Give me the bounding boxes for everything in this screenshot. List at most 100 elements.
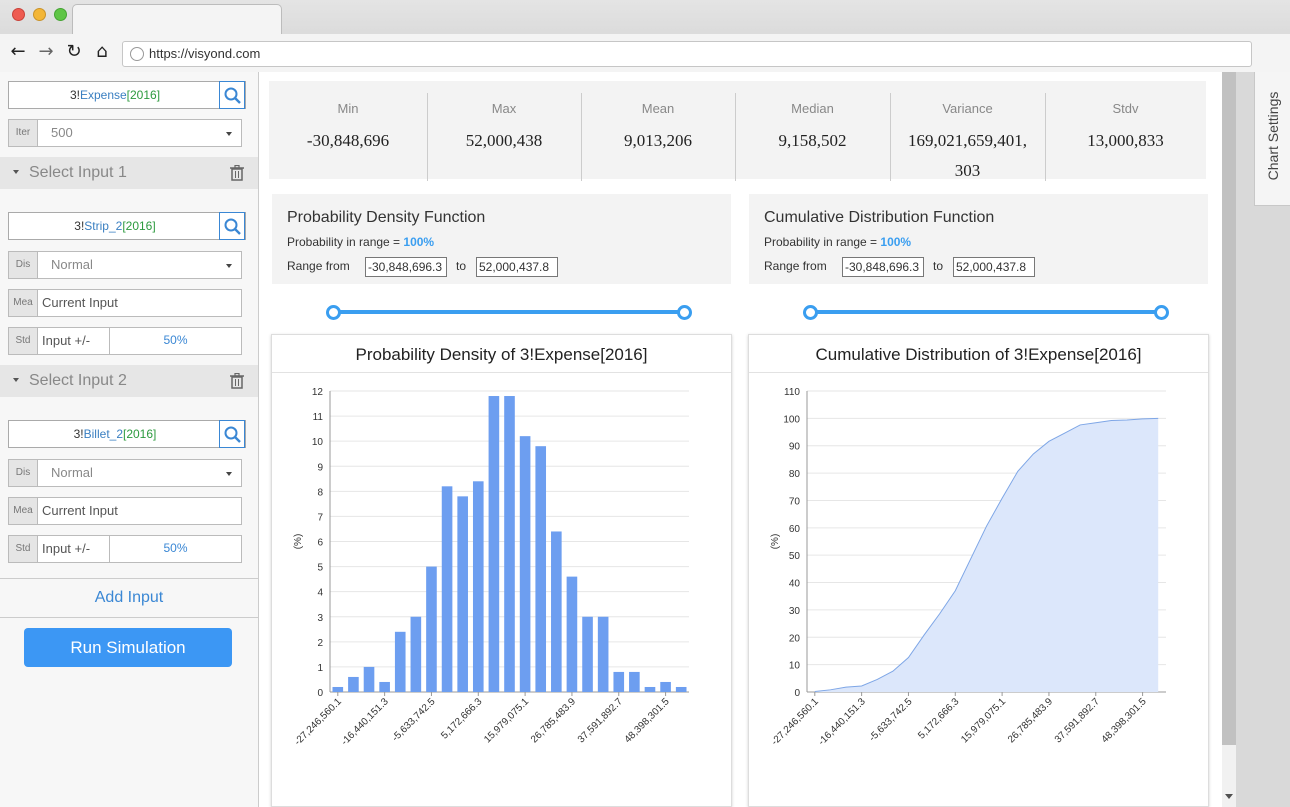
input-1-search-button[interactable]	[219, 212, 245, 240]
search-icon	[224, 218, 241, 235]
y-tick-label: 2	[317, 638, 323, 649]
input-2-distribution-select[interactable]: Dis Normal	[8, 459, 242, 487]
output-search-button[interactable]	[219, 81, 245, 109]
bar	[457, 496, 468, 692]
iterations-select[interactable]: Iter 500	[8, 119, 242, 147]
pdf-range-from-input[interactable]: -30,848,696.3	[365, 257, 447, 277]
simulation-sidebar: 3!Expense[2016] Iter 500 Select Input 1 …	[0, 72, 259, 807]
pdf-chart: 0123456789101112(%)-27,246,560.1-16,440,…	[293, 387, 689, 748]
range-from-label: Range from	[764, 259, 827, 273]
input-1-cell-value: 3!Strip_2[2016]	[9, 213, 221, 239]
minimize-window-button[interactable]	[33, 8, 46, 21]
browser-tab[interactable]	[72, 4, 282, 34]
input-1-cell-field[interactable]: 3!Strip_2[2016]	[8, 212, 246, 240]
input-2-cell-field[interactable]: 3!Billet_2[2016]	[8, 420, 246, 448]
x-tick-label: -27,246,560.1	[770, 696, 822, 748]
bar	[551, 531, 562, 692]
stat-value: 169,021,659,401, 303	[890, 126, 1045, 186]
cdf-chart: 0 10 20 30 40 50 60 70 80 90 100 110 (%) -27,246,560.…	[770, 387, 1166, 748]
bar	[363, 666, 375, 692]
globe-icon	[130, 47, 144, 61]
prob-label: Probability in range =	[287, 235, 404, 249]
output-cell-field[interactable]: 3!Expense[2016]	[8, 81, 246, 109]
pdf-prob-in-range: Probability in range = 100%	[287, 235, 434, 249]
input-1-distribution-select[interactable]: Dis Normal	[8, 251, 242, 279]
search-icon	[224, 426, 241, 443]
std-percent-input[interactable]: 50%	[109, 536, 241, 562]
x-tick-label: 5,172,666.3	[916, 696, 961, 741]
prob-label: Probability in range =	[764, 235, 881, 249]
iter-value: 500	[51, 125, 73, 140]
chevron-down-icon	[226, 472, 232, 476]
cdf-range-slider-track[interactable]	[810, 310, 1162, 314]
y-tick-label: 50	[789, 551, 801, 562]
pdf-range-slider-min-handle[interactable]	[326, 305, 341, 320]
cdf-chart-title: Cumulative Distribution of 3!Expense[201…	[749, 335, 1208, 373]
y-tick-label: 30	[789, 606, 801, 617]
vertical-scrollbar[interactable]	[1222, 72, 1236, 807]
forward-arrow-icon[interactable]: →	[38, 41, 54, 62]
y-tick-label: 0	[794, 688, 800, 699]
home-icon[interactable]: ⌂	[96, 41, 108, 62]
collapse-triangle-icon	[13, 170, 19, 174]
input-1-std-field[interactable]: Std Input +/- 50%	[8, 327, 242, 355]
input-2-std-field[interactable]: Std Input +/- 50%	[8, 535, 242, 563]
browser-toolbar: ← → ↻ ⌂ https://visyond.com	[0, 34, 1290, 72]
reload-icon[interactable]: ↻	[66, 41, 82, 62]
add-input-button[interactable]: Add Input	[0, 578, 258, 618]
trash-icon[interactable]	[230, 373, 244, 389]
pdf-chart-title: Probability Density of 3!Expense[2016]	[272, 335, 731, 373]
scrollbar-thumb[interactable]	[1222, 72, 1236, 745]
close-window-button[interactable]	[12, 8, 25, 21]
variance-line-1: 169,021,659,401,	[908, 131, 1027, 150]
pdf-range-slider-track[interactable]	[333, 310, 685, 314]
bar	[535, 446, 547, 692]
stat-min: Min -30,848,696	[269, 81, 427, 179]
bar	[629, 671, 640, 692]
input-2-title: Select Input 2	[29, 372, 127, 389]
y-tick-label: 40	[789, 579, 801, 590]
input-2-header[interactable]: Select Input 2	[0, 365, 258, 397]
y-tick-label: 100	[783, 414, 800, 425]
y-tick-label: 3	[317, 613, 323, 624]
divider	[890, 93, 891, 181]
back-arrow-icon[interactable]: ←	[10, 41, 26, 62]
bar	[519, 436, 531, 692]
pdf-range-slider-max-handle[interactable]	[677, 305, 692, 320]
bar	[348, 676, 359, 692]
chart-settings-tab[interactable]: Chart Settings	[1254, 72, 1290, 206]
bar	[379, 681, 390, 692]
std-percent-input[interactable]: 50%	[109, 328, 241, 354]
stat-stdv: Stdv 13,000,833	[1045, 81, 1206, 179]
cdf-range-slider-max-handle[interactable]	[1154, 305, 1169, 320]
stat-variance: Variance 169,021,659,401, 303	[890, 81, 1045, 180]
run-simulation-button[interactable]: Run Simulation	[24, 628, 232, 667]
cdf-range-from-input[interactable]: -30,848,696.3	[842, 257, 924, 277]
pdf-range-to-input[interactable]: 52,000,437.8	[476, 257, 558, 277]
address-bar[interactable]: https://visyond.com	[122, 41, 1252, 67]
dist-value: Normal	[51, 465, 93, 480]
y-tick-label: 4	[317, 588, 323, 599]
input-2-cell-value: 3!Billet_2[2016]	[9, 421, 221, 447]
bar	[644, 686, 656, 692]
output-sheet-prefix: 3!	[69, 88, 80, 102]
cdf-range-slider-min-handle[interactable]	[803, 305, 818, 320]
input-2-mean-field[interactable]: Mea Current Input	[8, 497, 242, 525]
stat-label: Min	[337, 101, 359, 116]
divider	[581, 93, 582, 181]
input-1-mean-field[interactable]: Mea Current Input	[8, 289, 242, 317]
stat-max: Max 52,000,438	[427, 81, 581, 179]
chevron-down-icon	[226, 132, 232, 136]
trash-icon[interactable]	[230, 165, 244, 181]
y-tick-label: 110	[784, 387, 800, 398]
std-label: Input +/-	[42, 541, 91, 556]
maximize-window-button[interactable]	[54, 8, 67, 21]
input-2-search-button[interactable]	[219, 420, 245, 448]
input-1-year: [2016]	[122, 219, 156, 233]
output-year: [2016]	[126, 88, 161, 102]
cdf-range-to-input[interactable]: 52,000,437.8	[953, 257, 1035, 277]
input-1-header[interactable]: Select Input 1	[0, 157, 258, 189]
x-tick-label: 15,979,075.1	[482, 696, 531, 745]
std-tag: Std	[9, 328, 38, 354]
scroll-down-arrow-icon[interactable]	[1225, 794, 1233, 799]
